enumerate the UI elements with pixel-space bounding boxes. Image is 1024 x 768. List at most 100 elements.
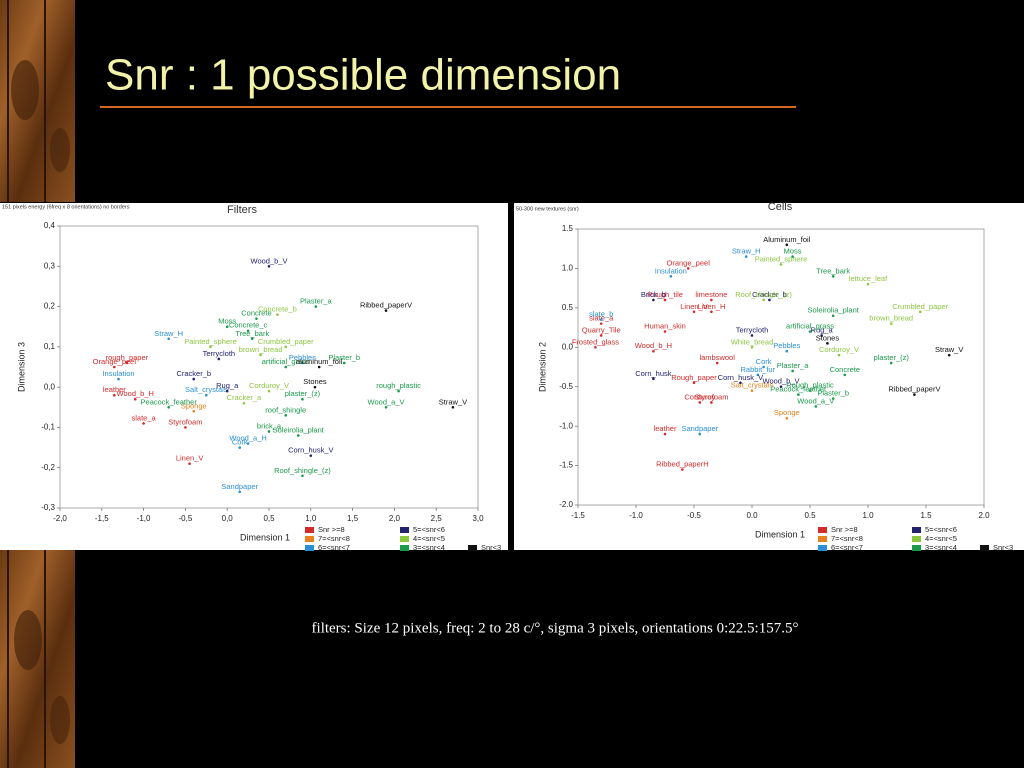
point-label: brown_bread	[869, 314, 913, 323]
point-label: Orange_peel	[93, 357, 137, 366]
y-tick-label: 0,4	[44, 221, 56, 230]
legend-swatch	[305, 545, 314, 551]
point	[267, 430, 271, 433]
point	[192, 377, 196, 381]
point-label: Wood_b_H	[117, 389, 154, 398]
chart-panel	[514, 203, 1024, 550]
x-tick-label: -2,0	[53, 514, 67, 523]
chart-title: Cells	[768, 201, 793, 213]
point	[259, 353, 262, 357]
point-label: Peacock_feather	[770, 385, 827, 394]
y-tick-label: -1.5	[559, 461, 573, 470]
point-label: Ribbed_paperV	[360, 301, 412, 310]
x-axis-label: Dimension 1	[755, 529, 805, 539]
point-label: Stones	[816, 333, 840, 342]
y-tick-label: -0,1	[41, 423, 55, 432]
legend-label: 4=<snr<5	[925, 534, 957, 543]
point	[125, 361, 129, 365]
point-label: Human_skin	[644, 321, 686, 330]
point	[779, 385, 783, 389]
x-tick-label: -0.5	[687, 511, 701, 520]
point-label: Cracker_b	[752, 290, 787, 299]
chart-panel	[0, 203, 508, 550]
point	[652, 349, 655, 353]
legend-label: 5=<snr<6	[413, 525, 445, 534]
point	[681, 468, 684, 471]
point-label: rough_paper	[106, 353, 149, 362]
point	[739, 381, 742, 385]
point	[225, 325, 229, 329]
x-tick-label: 2,0	[389, 514, 401, 523]
point-label: Corn_husk	[635, 369, 672, 378]
slide-title: Snr : 1 possible dimension	[105, 51, 621, 100]
point	[710, 298, 713, 302]
x-tick-label: 1,0	[305, 514, 317, 523]
point-label: Tree_bark	[235, 329, 269, 338]
x-tick-label: 1.5	[920, 511, 932, 520]
point	[756, 373, 760, 377]
point-label: Moss	[218, 317, 236, 326]
point	[209, 345, 212, 349]
point-label: limestone	[695, 290, 727, 299]
point	[820, 334, 823, 337]
point	[599, 334, 603, 337]
point	[276, 313, 279, 316]
point-label: Rug_a	[811, 325, 834, 334]
point-label: lettuce_leaf	[849, 274, 888, 283]
point-label: Straw_H	[154, 329, 183, 338]
x-tick-label: -1.0	[629, 511, 643, 520]
point	[255, 317, 258, 320]
legend-swatch	[818, 527, 827, 533]
point	[889, 361, 893, 365]
caption: filters: Size 12 pixels, freq: 2 to 28 c…	[312, 620, 799, 636]
point-label: brick_a	[257, 421, 282, 430]
point	[384, 405, 388, 409]
x-tick-label: 0,0	[222, 514, 234, 523]
x-tick-label: -0,5	[179, 514, 193, 523]
point	[785, 349, 789, 353]
point	[301, 361, 304, 365]
point-label: Styrofoam	[168, 417, 202, 426]
point-label: Salt_crystals	[731, 381, 774, 390]
point-label: Terrycloth	[736, 325, 769, 334]
point-label: Rough_paper	[671, 373, 717, 382]
point-label: brown_bread	[239, 345, 283, 354]
point-label: Roof_shingle_(z)	[274, 466, 331, 475]
point	[686, 267, 690, 270]
legend-label: 6=<snr<7	[318, 543, 350, 552]
legend-label: 4=<snr<5	[413, 534, 445, 543]
legend-label: 7=<snr<8	[831, 534, 863, 543]
y-axis-label: Dimension 2	[537, 342, 547, 392]
point	[814, 405, 818, 408]
point	[397, 389, 400, 393]
point	[947, 353, 951, 357]
legend-swatch	[912, 545, 921, 551]
y-tick-label: 0,1	[44, 342, 56, 351]
legend-swatch	[400, 527, 409, 533]
y-tick-label: -0,2	[41, 463, 55, 472]
point-label: Quarry_Tile	[582, 325, 621, 334]
point	[826, 342, 829, 345]
point-label: artificial_grass	[262, 357, 310, 366]
point-label: Painted_sphere	[184, 337, 237, 346]
x-tick-label: 1.0	[862, 511, 874, 520]
point-label: Wood_b_H	[635, 341, 672, 350]
point	[692, 381, 696, 385]
x-tick-label: -1.5	[571, 511, 585, 520]
legend-swatch	[400, 545, 409, 551]
legend-swatch	[912, 536, 921, 542]
point-label: Soleirolia_plant	[273, 425, 325, 434]
point	[246, 442, 250, 445]
point	[250, 337, 254, 341]
point	[831, 314, 835, 318]
y-tick-label: -1.0	[559, 421, 573, 430]
y-tick-label: 1.0	[562, 264, 574, 273]
point-label: Pebbles	[773, 341, 800, 350]
point	[768, 298, 771, 302]
point-label: White_bread	[731, 337, 774, 346]
legend-swatch	[400, 536, 409, 542]
point-label: Linen_V	[176, 454, 204, 463]
point	[238, 446, 242, 449]
chart-subtitle: 50-300 new textures (snr)	[516, 206, 579, 212]
point-label: artificial_grass	[786, 321, 834, 330]
